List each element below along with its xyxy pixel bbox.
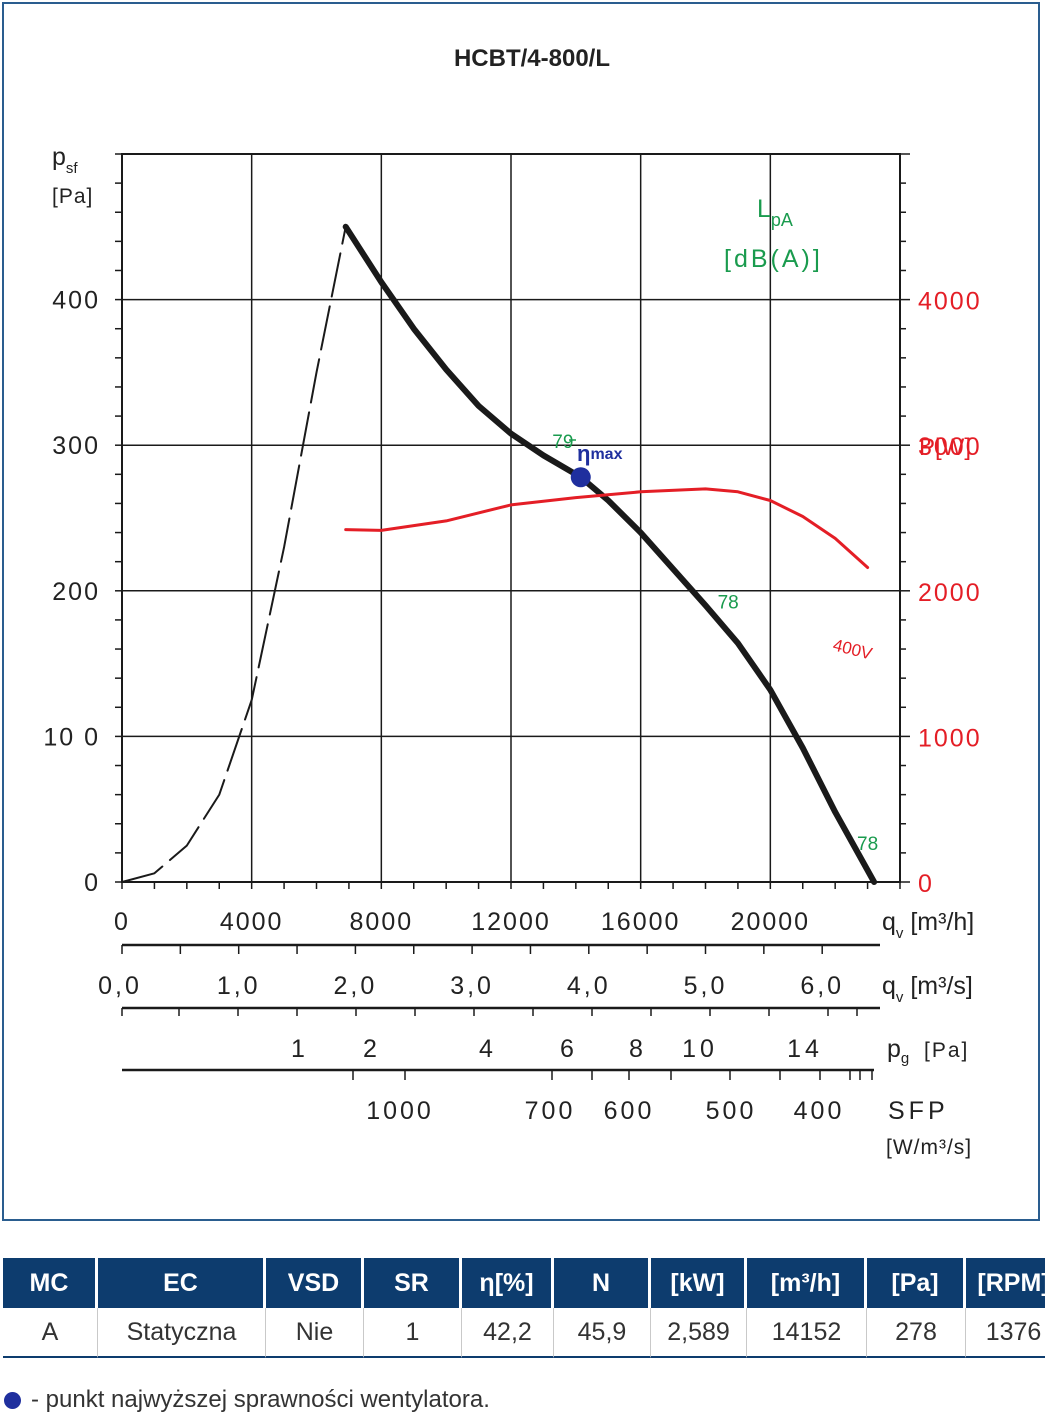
y-right-tick-label: 2000 xyxy=(918,579,982,607)
chart-title: HCBT/4-800/L xyxy=(454,45,610,72)
sfp-tick-label: 600 xyxy=(604,1097,655,1125)
y-axis-label: psf xyxy=(52,143,78,177)
pg-tick-label: 2 xyxy=(363,1035,381,1063)
m3s-axis-label: qv [m³/s] xyxy=(882,972,973,1006)
y-right-tick-label: 1000 xyxy=(918,724,982,752)
header-n: N xyxy=(554,1258,651,1308)
cell-m3h: 14152 xyxy=(747,1308,867,1358)
header-kw: [kW] xyxy=(651,1258,747,1308)
header-ec: EC xyxy=(98,1258,266,1308)
m3s-tick-label: 2,0 xyxy=(334,972,378,1000)
pg-tick-label: 10 xyxy=(682,1035,718,1063)
cell-vsd: Nie xyxy=(266,1308,364,1358)
x-tick-label: 12000 xyxy=(471,908,551,936)
y-right-tick-label: 3000 xyxy=(918,433,982,461)
footnote: - punkt najwyższej sprawności wentylator… xyxy=(4,1386,490,1414)
header-sr: SR xyxy=(364,1258,462,1308)
noise-annotation: 79 xyxy=(552,432,573,453)
table-row: A Statyczna Nie 1 42,2 45,9 2,589 14152 … xyxy=(3,1308,1045,1358)
y-right-axis-label: P[W] xyxy=(919,434,971,461)
labels-layer: 010 0200300400psf[Pa]01000200030004000P[… xyxy=(43,143,982,1159)
y-tick-label: 200 xyxy=(52,578,100,606)
header-m3h: [m³/h] xyxy=(747,1258,867,1308)
power-curve xyxy=(344,487,870,569)
pg-tick-label: 1 xyxy=(291,1035,309,1063)
m3s-tick-label: 0,0 xyxy=(98,972,142,1000)
y-tick-label: 300 xyxy=(52,432,100,460)
sfp-axis-unit: [W/m³/s] xyxy=(886,1136,972,1159)
series-label: 400V xyxy=(831,635,875,663)
x-tick-label: 16000 xyxy=(601,908,681,936)
header-pa: [Pa] xyxy=(867,1258,966,1308)
m3s-tick-label: 5,0 xyxy=(684,972,728,1000)
parameters-table: MC EC VSD SR η[%] N [kW] [m³/h] [Pa] [RP… xyxy=(3,1258,1045,1358)
sfp-tick-label: 400 xyxy=(794,1097,845,1125)
header-vsd: VSD xyxy=(266,1258,364,1308)
noise-unit: [dB(A)] xyxy=(724,245,823,273)
noise-annotation: 78 xyxy=(718,592,739,613)
y-right-tick-label: 0 xyxy=(918,870,934,898)
m3s-tick-label: 1,0 xyxy=(217,972,261,1000)
x-tick-label: 20000 xyxy=(731,908,811,936)
y-axis-unit: [Pa] xyxy=(52,185,93,208)
m3s-tick-label: 3,0 xyxy=(450,972,494,1000)
sfp-axis-label: SFP xyxy=(888,1097,949,1125)
y-tick-label: 10 0 xyxy=(43,723,100,751)
cell-mc: A xyxy=(3,1308,98,1358)
header-eta: η[%] xyxy=(462,1258,554,1308)
pressure-curve xyxy=(342,223,878,885)
pg-axis-unit: [Pa] xyxy=(924,1039,969,1062)
x-tick-label: 0 xyxy=(114,908,130,936)
cell-rpm: 1376 xyxy=(966,1308,1045,1358)
eta-max-label: ηmax xyxy=(577,441,623,466)
series-layer xyxy=(121,223,878,885)
cell-n: 45,9 xyxy=(554,1308,651,1358)
x-axis-label: qv [m³/h] xyxy=(882,908,974,942)
pressure-curve-unstable xyxy=(121,225,347,883)
sfp-tick-label: 700 xyxy=(525,1097,576,1125)
y-tick-label: 0 xyxy=(84,869,100,897)
eta-max-point xyxy=(570,467,591,488)
pg-tick-label: 4 xyxy=(479,1035,497,1063)
pg-axis-label: pg xyxy=(887,1035,909,1067)
y-right-tick-label: 4000 xyxy=(918,288,982,316)
m3s-tick-label: 4,0 xyxy=(567,972,611,1000)
sfp-tick-label: 1000 xyxy=(366,1097,434,1125)
header-rpm: [RPM] xyxy=(966,1258,1045,1308)
pg-tick-label: 14 xyxy=(787,1035,823,1063)
x-tick-label: 8000 xyxy=(350,908,414,936)
x-tick-label: 4000 xyxy=(220,908,284,936)
cell-eta: 42,2 xyxy=(462,1308,554,1358)
cell-kw: 2,589 xyxy=(651,1308,747,1358)
footnote-text: - punkt najwyższej sprawności wentylator… xyxy=(31,1386,490,1413)
header-mc: MC xyxy=(3,1258,98,1308)
cell-ec: Statyczna xyxy=(98,1308,266,1358)
y-tick-label: 400 xyxy=(52,287,100,315)
eta-point-legend-dot xyxy=(4,1391,21,1409)
m3s-tick-label: 6,0 xyxy=(800,972,844,1000)
pg-tick-label: 8 xyxy=(629,1035,647,1063)
cell-sr: 1 xyxy=(364,1308,462,1358)
axes-layer xyxy=(115,153,910,1080)
table-header-row: MC EC VSD SR η[%] N [kW] [m³/h] [Pa] [RP… xyxy=(3,1258,1045,1308)
noise-annotation: 78 xyxy=(857,834,878,855)
cell-pa: 278 xyxy=(867,1308,966,1358)
sfp-tick-label: 500 xyxy=(706,1097,757,1125)
pg-tick-label: 6 xyxy=(560,1035,578,1063)
fan-performance-chart: 010 0200300400psf[Pa]01000200030004000P[… xyxy=(43,45,982,1159)
noise-label: LpA xyxy=(757,195,793,230)
chart-frame: 0 10 0 200 300 400 psf [Pa] 0 1000 2000 3000 4000 P[… xyxy=(2,2,1040,1221)
